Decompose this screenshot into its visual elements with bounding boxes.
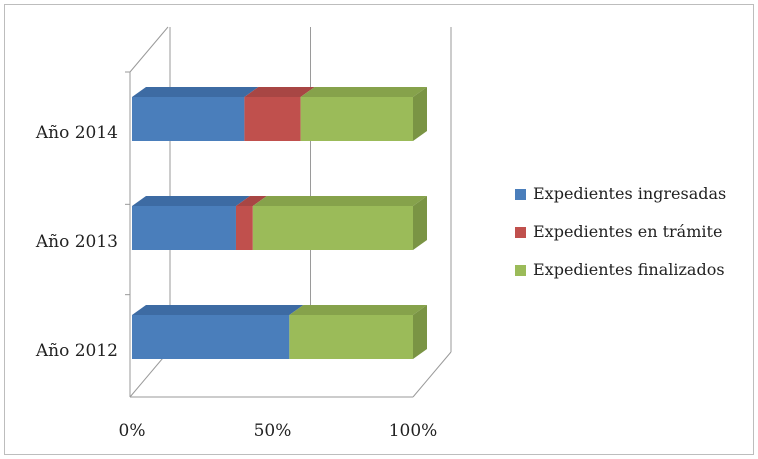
- bar-segment-top: [132, 196, 250, 206]
- legend-label: Expedientes ingresadas: [533, 184, 726, 203]
- legend-swatch: [515, 189, 526, 200]
- bar-segment-side: [413, 87, 427, 141]
- floor-left-edge: [129, 351, 169, 398]
- bar-segment: [132, 315, 290, 359]
- bar-segment-side: [413, 196, 427, 250]
- floor-right-edge: [412, 351, 452, 398]
- bar-segment-top: [235, 196, 267, 206]
- bar-segment: [132, 97, 245, 141]
- x-tick-label: 100%: [389, 421, 438, 441]
- x-tick-label: 50%: [254, 421, 292, 441]
- bar-segment-top: [289, 305, 427, 315]
- legend: Expedientes ingresadas Expedientes en trá…: [515, 184, 726, 279]
- wall-top-edge: [129, 26, 169, 73]
- bar-segment-top: [132, 305, 304, 315]
- legend-label: Expedientes en trámite: [533, 222, 722, 241]
- bars-group: [132, 87, 427, 359]
- bar-segment: [244, 97, 301, 141]
- bar-segment-top: [300, 87, 427, 97]
- bar-segment-top: [132, 87, 259, 97]
- bar-segment-top: [252, 196, 427, 206]
- category-labels: Año 2012 Año 2013 Año 2014: [35, 123, 118, 361]
- category-label: Año 2014: [35, 123, 118, 143]
- bar-segment-side: [413, 305, 427, 359]
- bar-segment: [300, 97, 413, 141]
- bar-segment: [132, 206, 236, 250]
- x-tick-labels: 0% 50% 100%: [119, 421, 438, 441]
- bar-segment-top: [244, 87, 315, 97]
- x-tick-label: 0%: [119, 421, 146, 441]
- legend-label: Expedientes finalizados: [533, 260, 725, 279]
- bar-segment: [235, 206, 253, 250]
- plot-walls: [125, 26, 452, 398]
- category-label: Año 2012: [35, 341, 118, 361]
- legend-swatch: [515, 265, 526, 276]
- bar-segment: [252, 206, 413, 250]
- category-label: Año 2013: [35, 232, 118, 252]
- legend-swatch: [515, 227, 526, 238]
- bar-segment: [289, 315, 413, 359]
